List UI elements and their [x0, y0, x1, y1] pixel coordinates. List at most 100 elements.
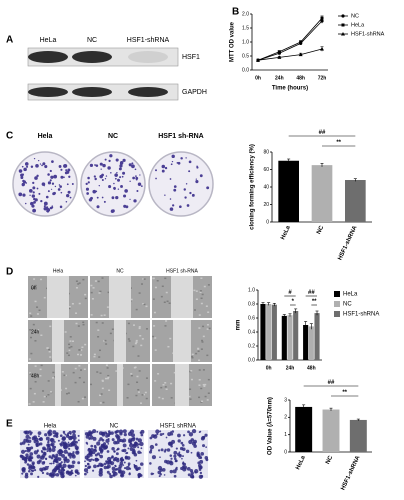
colony [49, 169, 52, 173]
migrated-cell [87, 462, 89, 465]
migrated-cell [39, 442, 43, 446]
colony [131, 164, 135, 169]
cell-texture [154, 380, 157, 382]
migrated-cell [154, 443, 158, 446]
bar [308, 326, 314, 360]
colony [115, 158, 119, 162]
cell-texture [48, 348, 51, 351]
migrated-cell [86, 458, 89, 461]
migrated-cell [61, 454, 66, 458]
colony [39, 163, 42, 165]
cell-texture [72, 340, 75, 343]
colony [139, 174, 141, 176]
colony [96, 196, 99, 199]
panel-label: C [6, 131, 13, 142]
wound-time-label: 0h [31, 285, 37, 291]
cell-texture [64, 374, 67, 377]
lane-label: HeLa [40, 37, 57, 44]
cell-texture [202, 369, 205, 371]
y-tick-label: 2 [284, 415, 287, 421]
bar [322, 409, 340, 452]
migrated-cell [40, 449, 43, 453]
cell-texture [162, 384, 165, 386]
colony [58, 184, 61, 186]
migrated-cell [204, 433, 208, 437]
migrated-cell [59, 434, 63, 438]
cell-texture [152, 298, 155, 300]
cell-texture [37, 329, 40, 331]
colony [40, 199, 43, 203]
migrated-cell [94, 446, 97, 449]
cell-texture [200, 302, 203, 305]
cell-texture [204, 383, 207, 386]
migrated-cell [109, 474, 113, 479]
migrated-cell [92, 429, 97, 434]
panel-label: A [6, 35, 13, 46]
migrated-cell [186, 467, 191, 471]
colony [102, 163, 106, 168]
migrated-cell [190, 438, 195, 442]
migrated-cell [170, 457, 173, 460]
migrated-cell [29, 452, 34, 456]
wound-gap [109, 276, 131, 318]
migrated-cell [70, 469, 73, 472]
colony [86, 192, 89, 195]
migrated-cell [187, 430, 190, 434]
cell-texture [188, 395, 191, 398]
migrated-cell [37, 431, 42, 435]
colony [51, 205, 54, 207]
cell-texture [99, 290, 102, 293]
migrated-cell [98, 454, 101, 457]
migrated-cell [131, 433, 136, 438]
migrated-cell [30, 472, 33, 476]
y-tick-label: 0 [266, 219, 269, 225]
colony [95, 190, 98, 193]
colony [66, 193, 70, 198]
colony [45, 206, 49, 209]
migrated-cell [46, 446, 52, 451]
cell-texture [202, 325, 205, 328]
cell-texture [168, 302, 171, 304]
migrated-cell [47, 465, 50, 468]
cell-texture [75, 280, 78, 282]
cell-texture [78, 365, 81, 367]
cell-texture [100, 393, 103, 395]
significance-label: ** [336, 140, 341, 146]
migrated-cell [125, 452, 128, 455]
wound-gap [52, 320, 64, 362]
cell-texture [130, 298, 133, 301]
migrated-cell [98, 472, 103, 477]
marker [277, 55, 282, 59]
migrated-cell [176, 452, 181, 457]
colony [30, 201, 34, 206]
significance-label: ## [308, 290, 315, 296]
cell-texture [34, 365, 37, 367]
migrated-cell [166, 448, 171, 452]
cell-texture [153, 325, 156, 327]
cell-texture [78, 349, 81, 351]
cell-texture [106, 377, 109, 380]
y-tick-label: 0.6 [248, 315, 255, 321]
wound-gap [117, 364, 123, 406]
cell-texture [135, 308, 138, 311]
cell-texture [80, 349, 83, 351]
wound-time-label: 48h [31, 373, 40, 379]
migrated-cell [121, 439, 125, 443]
colony [103, 200, 106, 203]
colony [114, 173, 118, 177]
cell-texture [36, 313, 39, 315]
migrated-cell [197, 461, 201, 465]
cell-texture [145, 328, 148, 330]
colony [124, 189, 128, 193]
significance-label: ** [312, 299, 317, 305]
cell-texture [115, 370, 118, 372]
protein-label: GAPDH [182, 89, 207, 96]
colony [129, 198, 131, 200]
cell-texture [152, 277, 155, 280]
cell-texture [157, 373, 160, 375]
marker [298, 52, 303, 57]
cell-texture [78, 376, 81, 379]
migrated-cell [46, 472, 49, 476]
migrated-cell [194, 469, 199, 474]
migrated-cell [155, 429, 160, 434]
